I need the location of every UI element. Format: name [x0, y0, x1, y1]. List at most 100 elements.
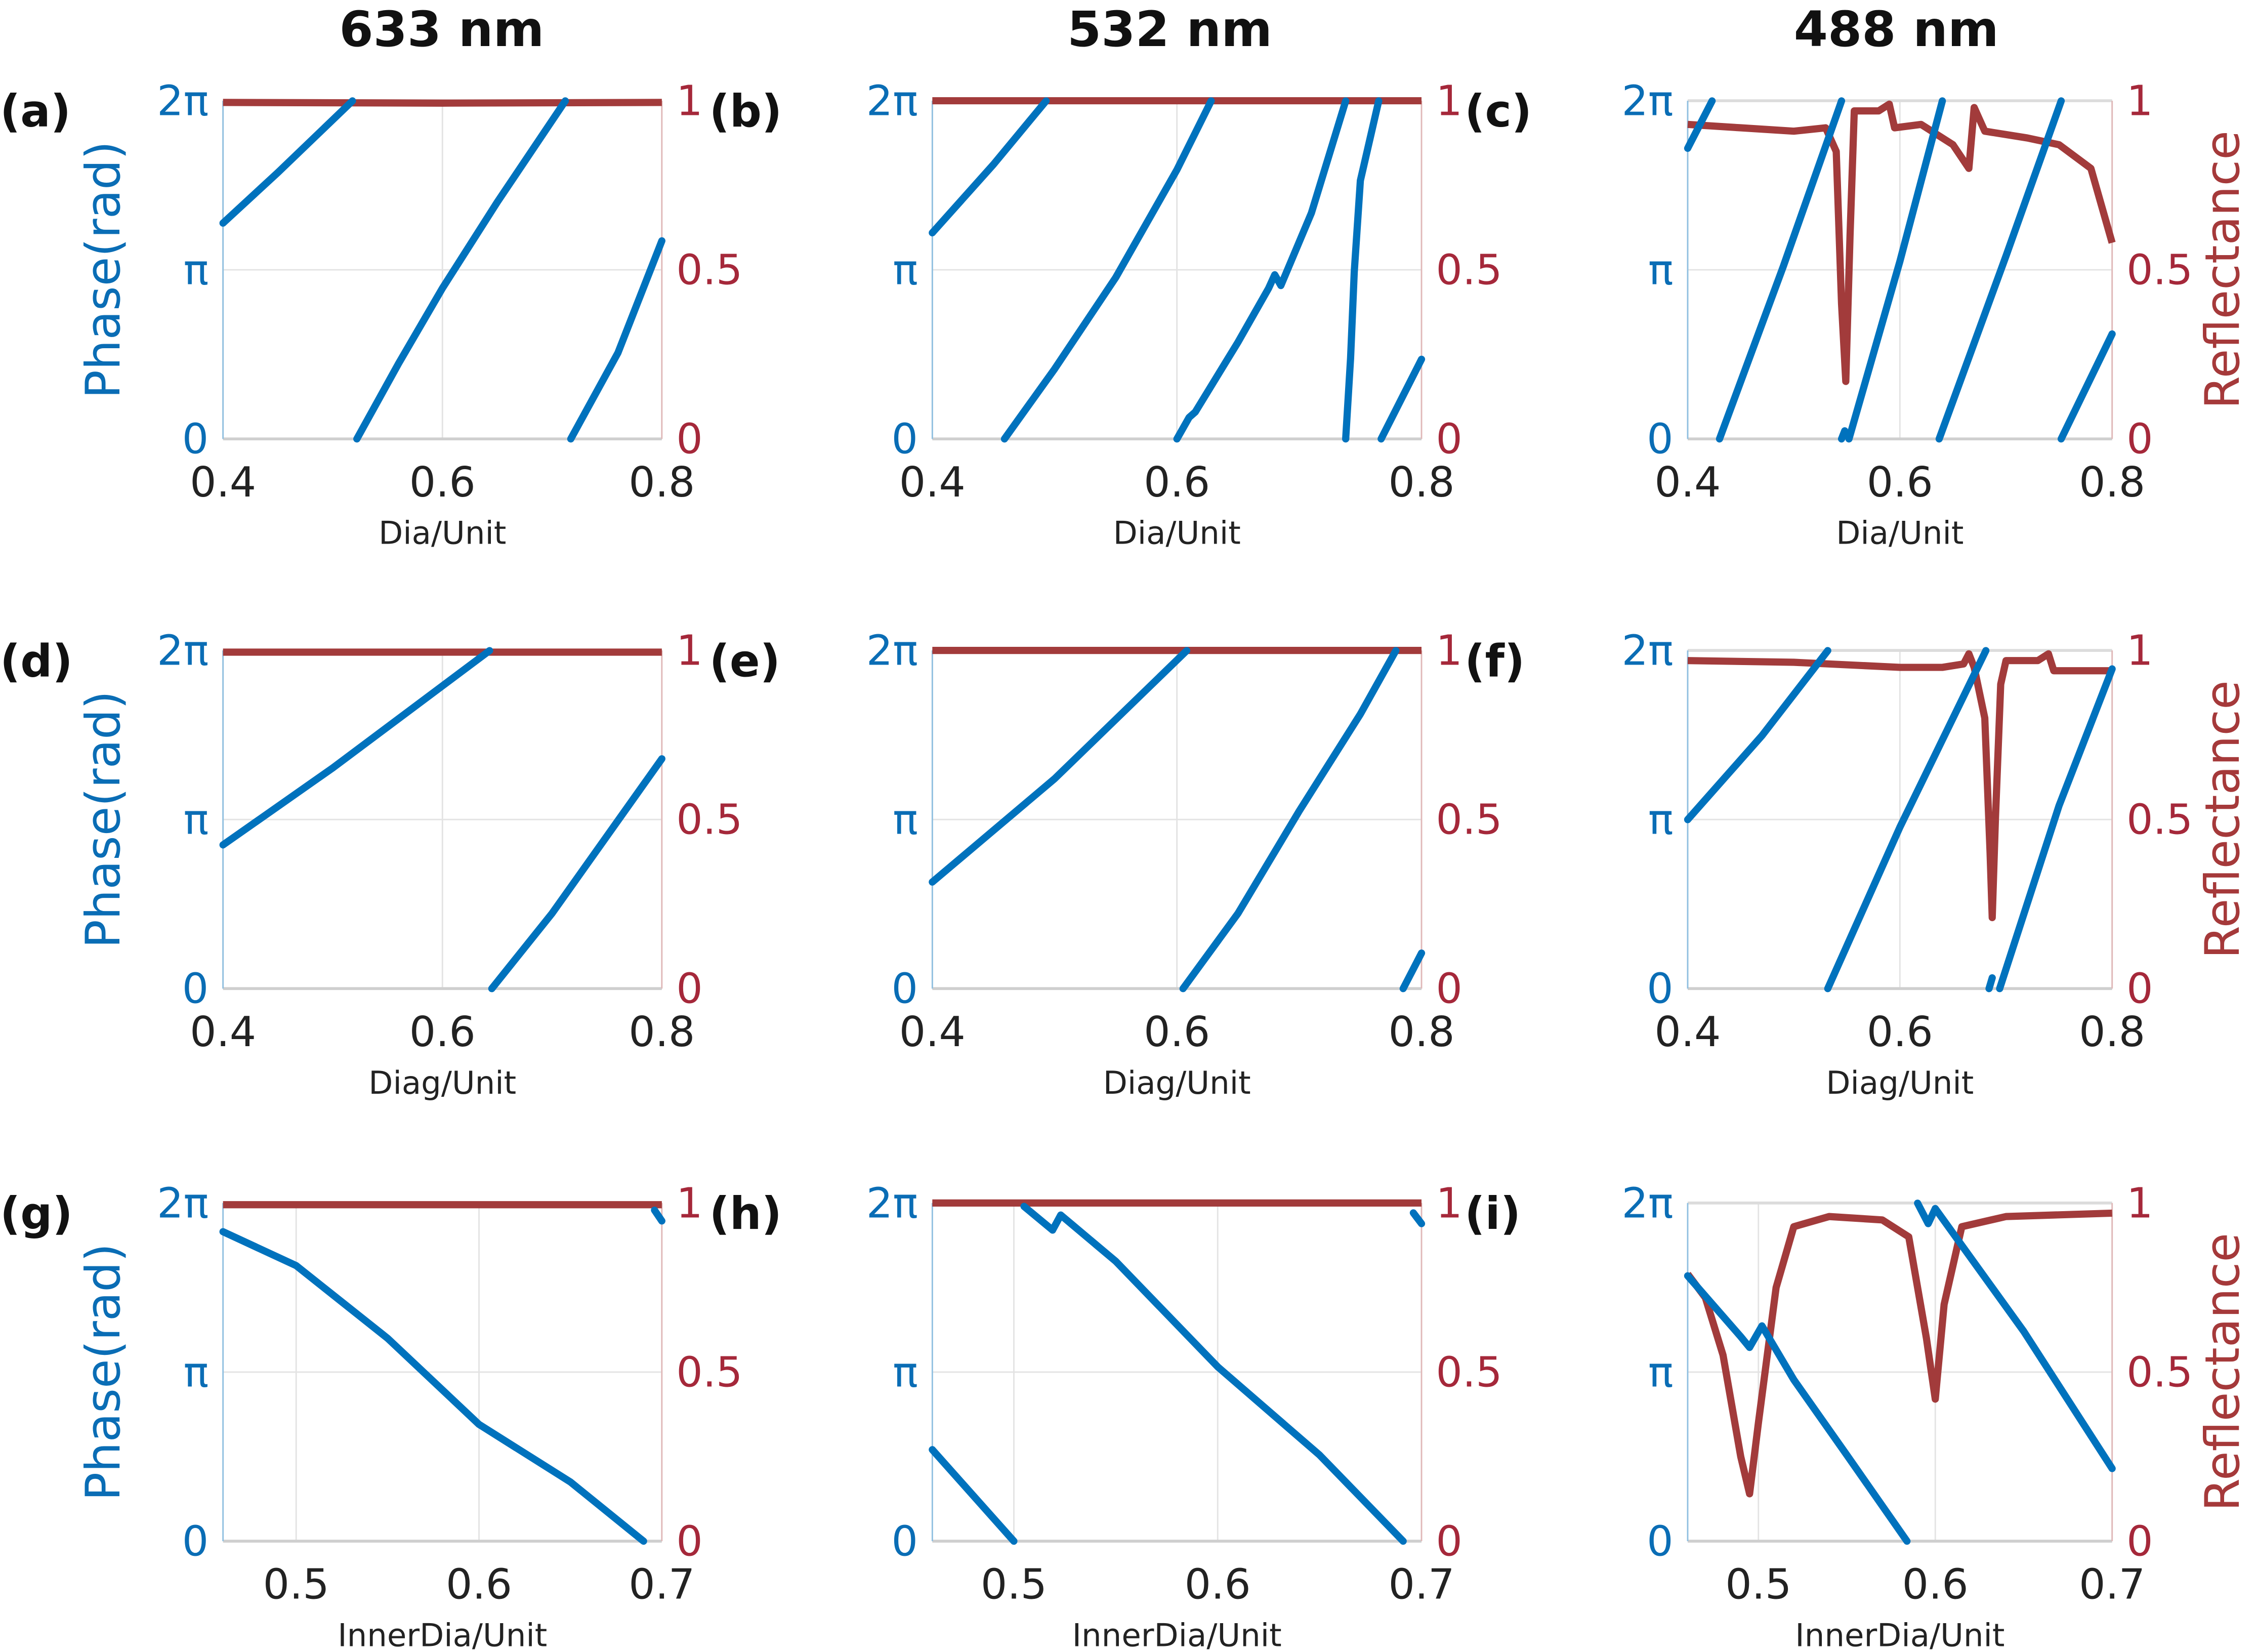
- x-axis-label: Dia/Unit: [1113, 515, 1241, 552]
- right-y-tick-label: 0.5: [676, 246, 742, 295]
- right-y-tick-label: 0: [1436, 965, 1462, 1013]
- left-y-tick-label: π: [893, 246, 918, 295]
- phase-curve-segment-3: [1399, 949, 1426, 993]
- phase-curve-segment-4: [1996, 665, 2116, 993]
- left-y-tick-label: π: [184, 796, 209, 844]
- left-y-tick-label: 0: [182, 1517, 208, 1565]
- left-y-tick-label: 2π: [157, 1179, 208, 1227]
- left-y-tick-label: 0: [891, 965, 917, 1013]
- right-y-tick-label: 0: [2126, 965, 2153, 1013]
- x-tick-label: 0.6: [1144, 1008, 1210, 1056]
- right-y-tick-label: 0.5: [676, 796, 742, 844]
- panel-letter: (a): [0, 85, 71, 137]
- right-y-tick-label: 1: [1436, 77, 1462, 126]
- phase-curve-segment-2: [651, 1206, 665, 1225]
- right-y-tick-label: 0.5: [1436, 796, 1502, 844]
- left-y-tick-label: 2π: [866, 627, 918, 675]
- phase-curve-segment-2: [488, 755, 665, 993]
- left-y-tick-label: 2π: [157, 77, 208, 126]
- phase-curve-segment-1: [219, 97, 356, 227]
- phase-curve-segment-4: [1845, 97, 1946, 443]
- x-tick-label: 0.6: [1144, 458, 1210, 507]
- panel-letter: (d): [0, 635, 73, 687]
- x-tick-label: 0.6: [1867, 458, 1933, 507]
- x-axis-label: Diag/Unit: [368, 1064, 516, 1101]
- x-axis-label: Diag/Unit: [1103, 1064, 1251, 1101]
- phase-curve-segment-5: [1377, 355, 1426, 443]
- phase-curve-segment-5: [1935, 97, 2065, 443]
- panel-letter: (g): [0, 1187, 73, 1240]
- phase-curve-segment-2: [1824, 647, 1990, 993]
- right-y-tick-label: 1: [676, 1179, 702, 1227]
- x-tick-label: 0.6: [1902, 1560, 1969, 1609]
- left-y-tick-label: π: [1648, 246, 1674, 295]
- panel-letter: (i): [1465, 1187, 1521, 1240]
- phase-curve-segment-2: [1716, 97, 1846, 443]
- left-y-tick-label: 0: [182, 415, 208, 464]
- left-y-tick-label: π: [1648, 1348, 1674, 1396]
- left-y-tick-label: π: [184, 246, 209, 295]
- phase-curve-segment-2: [1020, 1203, 1407, 1545]
- phase-curve-segment-1: [929, 97, 1050, 237]
- phase-curve-segment-1: [219, 647, 493, 849]
- left-y-tick-label: π: [1648, 796, 1674, 844]
- x-tick-label: 0.8: [1388, 1008, 1454, 1056]
- reflectance-curve: [1685, 1209, 2112, 1498]
- x-tick-label: 0.4: [190, 1008, 256, 1056]
- left-y-tick-label: 2π: [866, 77, 918, 126]
- x-axis-label: Dia/Unit: [379, 515, 506, 552]
- phase-curve-segment-4: [1342, 97, 1383, 443]
- phase-curve-segment-1: [219, 1228, 647, 1545]
- left-y-tick-label: 0: [1647, 965, 1673, 1013]
- left-y-tick-label: π: [893, 1348, 918, 1396]
- x-tick-label: 0.4: [1654, 458, 1721, 507]
- x-axis-label: Dia/Unit: [1836, 515, 1963, 552]
- panel-i: 0.5 0.6 0.70π2π00.51InnerDia/Unit(i)Reflec…: [1465, 1179, 2250, 1652]
- x-tick-label: 0.6: [1185, 1560, 1251, 1609]
- x-tick-label: 0.6: [409, 458, 476, 507]
- column-title-532: 532 nm: [1067, 1, 1272, 58]
- reflectance-curve: [1687, 650, 2112, 922]
- phase-curve-segment-2: [1000, 97, 1215, 443]
- x-tick-label: 0.8: [1388, 458, 1454, 507]
- right-y-tick-label: 0: [2126, 415, 2153, 464]
- x-tick-label: 0.4: [190, 458, 256, 507]
- right-y-tick-label: 0.5: [2126, 1348, 2193, 1396]
- panel-letter: (e): [709, 635, 780, 687]
- column-title-488: 488 nm: [1794, 1, 1999, 58]
- panel-letter: (c): [1465, 85, 1532, 137]
- right-y-tick-label: 1: [2126, 77, 2153, 126]
- right-y-axis-label: Reflectance: [2195, 680, 2250, 959]
- panel-letter: (h): [709, 1187, 782, 1240]
- left-y-tick-label: 0: [891, 1517, 917, 1565]
- phase-curve-segment-3: [567, 237, 665, 443]
- phase-curve-segment-1: [1684, 647, 1831, 823]
- right-y-tick-label: 0: [676, 415, 702, 464]
- phase-curve-segment-1: [1684, 1272, 1911, 1545]
- right-y-tick-label: 0.5: [1436, 1348, 1502, 1396]
- left-y-tick-label: 0: [1647, 415, 1673, 464]
- x-axis-label: Diag/Unit: [1826, 1064, 1974, 1101]
- x-tick-label: 0.8: [629, 1008, 695, 1056]
- x-axis-label: InnerDia/Unit: [1072, 1617, 1282, 1652]
- column-title-633: 633 nm: [339, 1, 544, 58]
- left-y-tick-label: 2π: [157, 627, 208, 675]
- left-y-tick-label: 0: [891, 415, 917, 464]
- phase-curve-segment-6: [2057, 330, 2116, 443]
- panel-g: 0.5 0.6 0.70π2π00.51InnerDia/Unit(g)Phase(…: [0, 1179, 742, 1652]
- right-y-tick-label: 1: [676, 627, 702, 675]
- phase-curve-segment-1: [929, 1446, 1018, 1545]
- right-y-axis-label: Reflectance: [2195, 131, 2250, 409]
- phase-curve-segment-3: [1173, 97, 1350, 443]
- left-y-tick-label: 2π: [1621, 1179, 1673, 1227]
- x-tick-label: 0.6: [409, 1008, 476, 1056]
- right-y-tick-label: 1: [2126, 627, 2153, 675]
- right-y-tick-label: 1: [1436, 627, 1462, 675]
- left-y-tick-label: π: [184, 1348, 209, 1396]
- panel-f: 0.4 0.6 0.80π2π00.51Diag/Unit(f)Reflectanc…: [1465, 627, 2250, 1101]
- left-y-axis-label: Phase(rad): [76, 691, 131, 948]
- phase-curve-segment-1: [929, 647, 1191, 886]
